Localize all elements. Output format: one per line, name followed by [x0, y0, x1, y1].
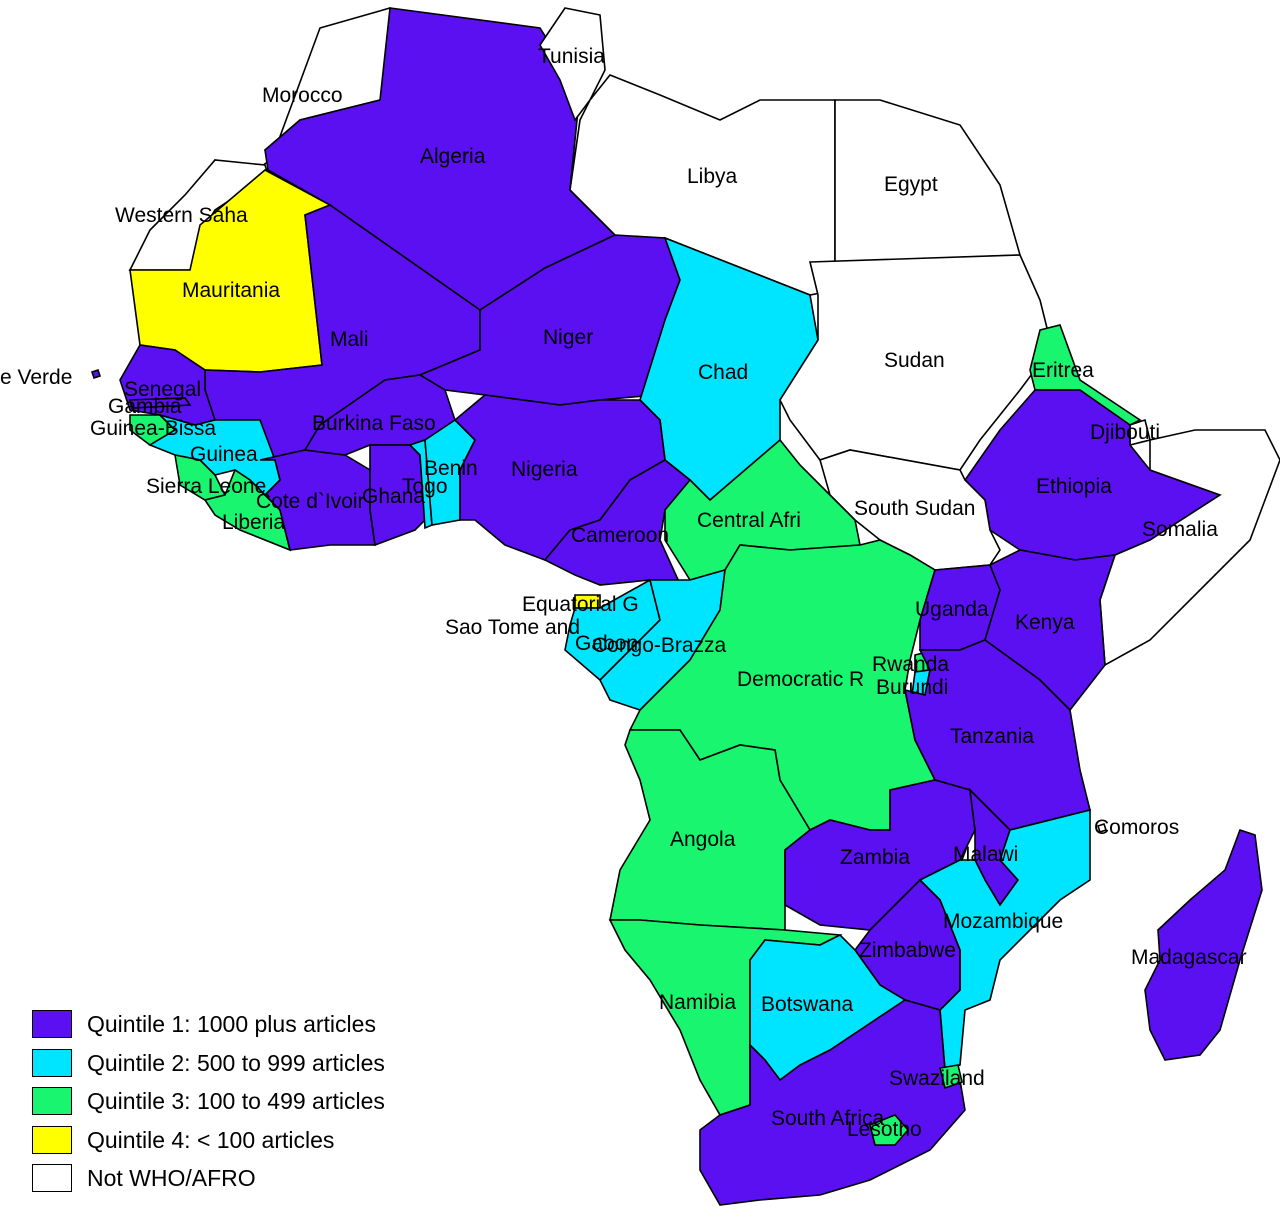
label-gabon: Gabon [575, 632, 638, 655]
label-south-sudan: South Sudan [854, 497, 975, 520]
legend-swatch-q3 [32, 1087, 72, 1115]
country-comoros[interactable] [1096, 822, 1108, 834]
label-botswana: Botswana [761, 993, 854, 1016]
country-madagascar[interactable] [1144, 828, 1263, 1061]
label-mali: Mali [330, 328, 369, 351]
label-mozambique: Mozambique [943, 910, 1063, 933]
label-congo-brazzaville: Congo-Brazza [592, 634, 727, 657]
label-ghana: Ghana [362, 485, 425, 508]
legend-swatch-q2 [32, 1048, 72, 1077]
country-lesotho[interactable] [869, 1114, 910, 1146]
label-gambia: Gambia [108, 395, 182, 418]
label-mauritania: Mauritania [182, 279, 280, 302]
country-kenya[interactable] [984, 549, 1117, 712]
legend-label-q1: Quintile 1: 1000 plus articles [87, 1011, 376, 1037]
label-uganda: Uganda [915, 598, 989, 621]
label-ethiopia: Ethiopia [1036, 475, 1112, 498]
legend-label-q4: Quintile 4: < 100 articles [87, 1126, 335, 1153]
label-guinea: Guinea [190, 443, 258, 466]
country-gambia[interactable] [128, 397, 192, 409]
label-morocco: Morocco [262, 84, 343, 107]
label-libya: Libya [687, 165, 738, 188]
label-chad: Chad [698, 361, 748, 384]
legend-item-none: Not WHO/AFRO [32, 1162, 472, 1201]
label-drc: Democratic R [737, 668, 864, 691]
label-angola: Angola [670, 828, 736, 851]
label-swaziland: Swaziland [889, 1067, 985, 1090]
label-cape-verde: e Verde [0, 366, 72, 389]
label-malawi: Malawi [953, 843, 1018, 866]
label-comoros: Comoros [1094, 816, 1179, 839]
legend-item-q3: Quintile 3: 100 to 499 articles [32, 1085, 472, 1124]
label-togo: Togo [402, 475, 448, 498]
label-liberia: Liberia [222, 511, 285, 534]
label-central-african-republic: Central Afri [697, 509, 801, 532]
legend-label-q2: Quintile 2: 500 to 999 articles [87, 1049, 385, 1076]
country-somalia[interactable] [1099, 429, 1280, 667]
label-benin: Benin [424, 457, 478, 480]
country-swaziland[interactable] [939, 1064, 963, 1090]
label-sierra-leone: Sierra Leone [146, 475, 266, 498]
legend-item-q4: Quintile 4: < 100 articles [32, 1124, 472, 1163]
label-western-sahara: Western Saha [115, 204, 248, 227]
country-tunisia[interactable] [539, 7, 606, 122]
label-tanzania: Tanzania [950, 725, 1034, 748]
label-cote-divoire: Cote d`Ivoir [256, 490, 365, 513]
legend-label-none: Not WHO/AFRO [87, 1165, 256, 1191]
label-rwanda: Rwanda [872, 653, 949, 676]
label-senegal: Senegal [124, 378, 201, 401]
map-legend: Quintile 1: 1000 plus articles Quintile … [32, 1008, 472, 1201]
label-cameroon: Cameroon [571, 524, 669, 547]
label-zimbabwe: Zimbabwe [859, 939, 956, 962]
legend-item-q1: Quintile 1: 1000 plus articles [32, 1008, 472, 1047]
label-egypt: Egypt [884, 173, 938, 196]
label-madagascar: Madagascar [1131, 946, 1247, 969]
label-somalia: Somalia [1142, 518, 1218, 541]
legend-swatch-q1 [32, 1010, 72, 1038]
label-sudan: Sudan [884, 349, 945, 372]
label-south-africa: South Africa [771, 1107, 885, 1130]
country-mauritania[interactable] [129, 169, 332, 373]
label-djibouti: Djibouti [1090, 421, 1160, 444]
label-kenya: Kenya [1015, 611, 1075, 634]
label-burkina-faso: Burkina Faso [312, 412, 436, 435]
label-niger: Niger [543, 326, 593, 349]
country-zambia[interactable] [784, 779, 976, 931]
label-nigeria: Nigeria [511, 458, 578, 481]
legend-item-q2: Quintile 2: 500 to 999 articles [32, 1047, 472, 1086]
country-south-sudan[interactable] [819, 449, 1001, 571]
legend-swatch-q4 [32, 1125, 72, 1154]
label-burundi: Burundi [876, 676, 948, 699]
label-tunisia: Tunisia [538, 45, 605, 68]
label-eritrea: Eritrea [1032, 359, 1094, 382]
label-sao-tome: Sao Tome and [445, 616, 580, 639]
label-equatorial-guinea: Equatorial G [522, 593, 639, 616]
label-lesotho: Lesotho [847, 1118, 922, 1141]
legend-label-q3: Quintile 3: 100 to 499 articles [87, 1088, 385, 1114]
label-guinea-bissau: Guinea-Bissa [90, 417, 216, 440]
legend-swatch-none [32, 1164, 72, 1192]
label-algeria: Algeria [420, 145, 486, 168]
country-cape-verde[interactable] [90, 368, 102, 380]
label-zambia: Zambia [840, 846, 910, 869]
country-south-africa[interactable] [699, 999, 966, 1206]
label-namibia: Namibia [659, 991, 736, 1014]
